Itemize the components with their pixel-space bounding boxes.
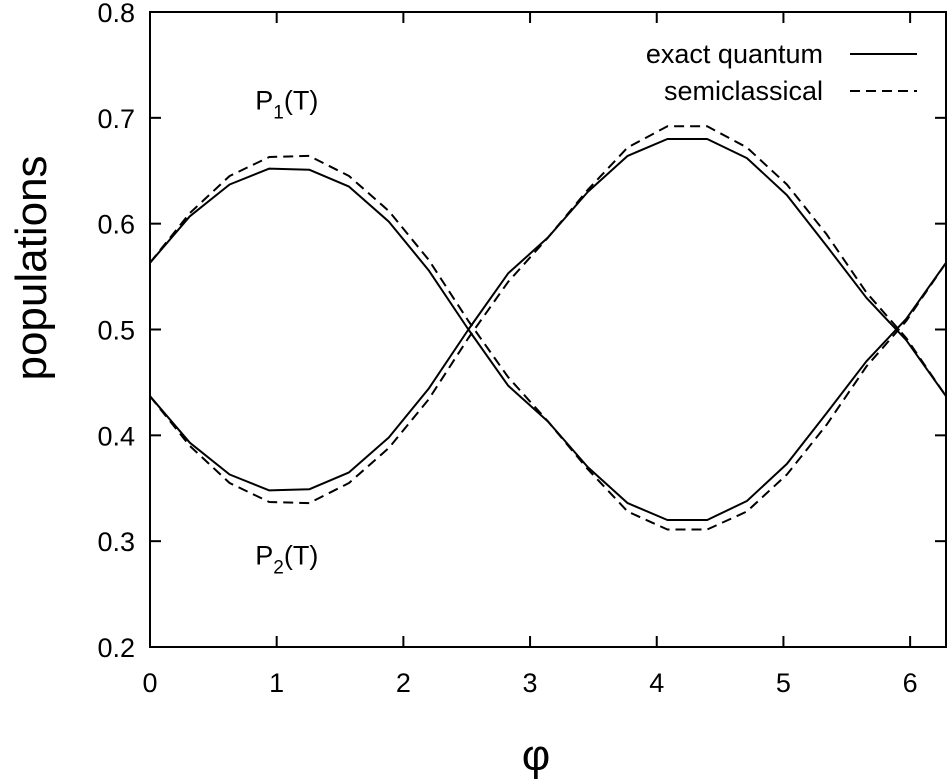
legend-label: exact quantum: [646, 39, 823, 69]
y-axis-title: populations: [7, 155, 56, 380]
y-tick-label: 0.6: [97, 210, 135, 240]
x-tick-label: 6: [903, 668, 918, 698]
y-tick-label: 0.5: [97, 316, 135, 346]
y-tick-label: 0.3: [97, 527, 135, 557]
y-tick-label: 0.8: [97, 0, 135, 28]
semiclassical-line-p2t: [149, 125, 947, 505]
x-tick-label: 5: [776, 668, 791, 698]
curve-label: P1(T): [255, 85, 318, 123]
x-tick-label: 2: [396, 668, 411, 698]
data-curves: [149, 125, 947, 531]
exact-quantum-line-p1t: [149, 167, 947, 521]
axis-ticks: [149, 11, 946, 648]
curve-annotations: P1(T) P2(T): [255, 85, 318, 578]
x-tick-label: 1: [269, 668, 284, 698]
semiclassical-line-p1t: [149, 154, 947, 531]
exact-quantum-line-p2t: [149, 138, 947, 492]
y-tick-label: 0.4: [97, 421, 135, 451]
legend: exact quantum semiclassical: [646, 39, 917, 106]
y-tick-label: 0.7: [97, 104, 135, 134]
legend-label: semiclassical: [664, 76, 823, 106]
x-tick-label: 4: [649, 668, 664, 698]
tick-labels: 0 1 2 3 4 5 6 0.2 0.3 0.4 0.5 0.6 0.7 0.8: [97, 0, 917, 698]
curve-label: P2(T): [255, 540, 318, 578]
x-tick-label: 3: [523, 668, 538, 698]
y-tick-label: 0.2: [97, 633, 135, 663]
x-axis-title: φ: [522, 731, 551, 780]
x-tick-label: 0: [142, 668, 157, 698]
